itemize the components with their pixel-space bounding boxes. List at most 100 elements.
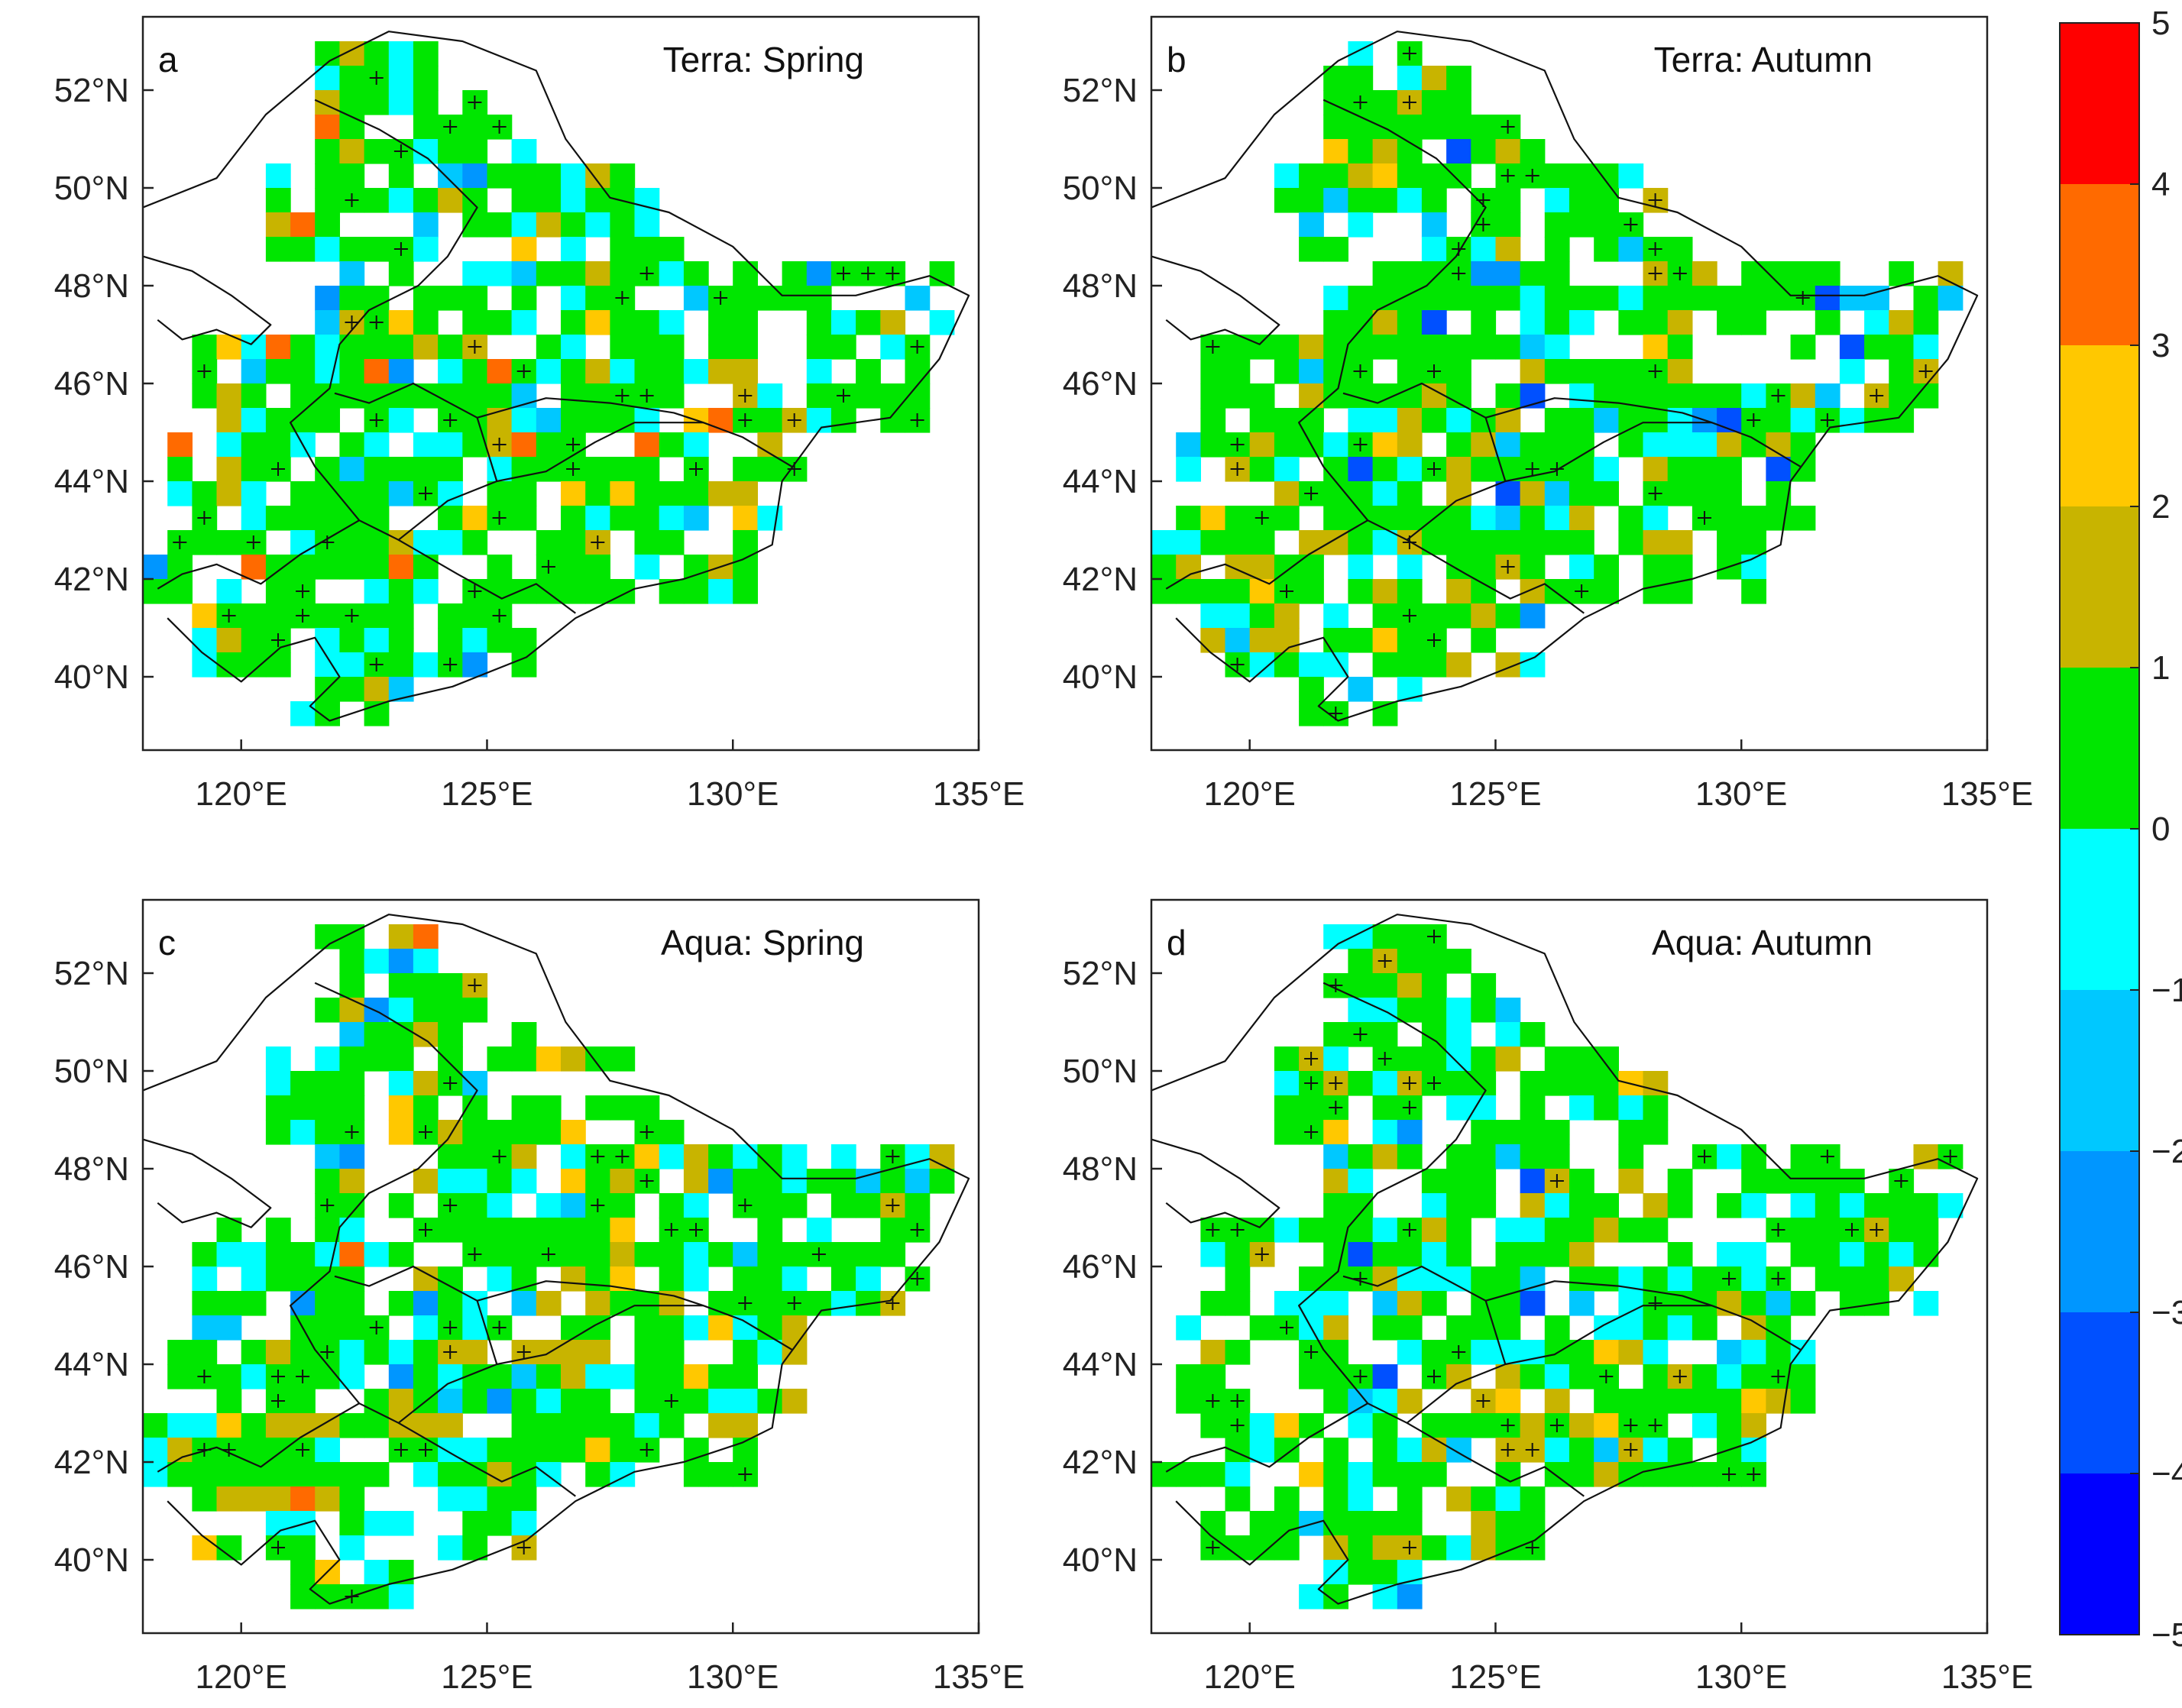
grid-cell bbox=[413, 555, 439, 580]
grid-cell bbox=[1692, 481, 1717, 506]
grid-cell bbox=[364, 1560, 390, 1585]
significance-marker bbox=[1648, 1296, 1662, 1310]
grid-cell bbox=[462, 383, 488, 409]
grid-cell bbox=[585, 212, 610, 238]
significance-marker bbox=[1771, 1223, 1785, 1237]
grid-cell bbox=[1495, 212, 1521, 238]
grid-cell bbox=[265, 1071, 291, 1096]
grid-cell bbox=[413, 188, 439, 213]
grid-cell bbox=[1323, 1511, 1348, 1536]
grid-cell bbox=[659, 1315, 685, 1341]
y-tick-label: 42°N bbox=[1063, 1444, 1138, 1481]
grid-cell bbox=[1446, 66, 1471, 91]
significance-marker bbox=[296, 609, 310, 623]
grid-cell bbox=[1274, 163, 1300, 189]
grid-cell bbox=[511, 1364, 537, 1389]
grid-cell bbox=[241, 1438, 267, 1463]
grid-cell bbox=[1446, 1046, 1471, 1072]
grid-cell bbox=[1397, 1462, 1423, 1487]
grid-cell bbox=[1594, 1046, 1619, 1072]
grid-cell bbox=[733, 1340, 758, 1365]
grid-cell bbox=[610, 310, 636, 335]
grid-cell bbox=[1421, 1438, 1447, 1463]
grid-cell bbox=[1471, 1046, 1497, 1072]
grid-cell bbox=[1766, 1291, 1792, 1316]
grid-cell bbox=[388, 163, 414, 189]
grid-cell bbox=[413, 1462, 439, 1487]
grid-cell bbox=[561, 1218, 586, 1243]
grid-cell bbox=[683, 432, 709, 458]
grid-cell bbox=[1790, 1144, 1816, 1169]
grid-cell bbox=[634, 310, 660, 335]
grid-cell bbox=[659, 1340, 685, 1365]
grid-cell bbox=[1766, 1169, 1792, 1194]
grid-cell bbox=[1200, 628, 1226, 653]
grid-cell bbox=[1421, 1535, 1447, 1561]
significance-marker bbox=[1304, 1345, 1319, 1359]
grid-cell bbox=[1348, 66, 1374, 91]
grid-cell bbox=[1151, 530, 1177, 555]
grid-cell bbox=[413, 90, 439, 115]
grid-cell bbox=[1495, 603, 1521, 629]
map-panel-b: 120°E 125°E 130°E 135°E52°N50°N48°N46°N44°N… bbox=[1063, 15, 2033, 813]
grid-cell bbox=[1421, 1242, 1447, 1267]
grid-cell bbox=[1889, 408, 1915, 433]
grid-cell bbox=[1299, 237, 1324, 262]
x-tick-label: 135°E bbox=[933, 1658, 1025, 1696]
y-tick-label: 40°N bbox=[1063, 1541, 1138, 1579]
significance-marker bbox=[173, 535, 187, 549]
grid-cell bbox=[536, 1413, 562, 1438]
grid-cell bbox=[1397, 359, 1423, 384]
grid-cell bbox=[708, 1389, 733, 1414]
grid-cell bbox=[290, 1462, 316, 1487]
grid-cell bbox=[1348, 139, 1374, 164]
grid-cell bbox=[1667, 286, 1693, 311]
grid-cell bbox=[1421, 973, 1447, 998]
grid-cell bbox=[487, 1193, 513, 1218]
significance-marker bbox=[419, 487, 432, 500]
grid-cell bbox=[1594, 1095, 1619, 1121]
grid-cell bbox=[143, 1462, 168, 1487]
grid-cell bbox=[610, 481, 636, 506]
grid-cell bbox=[438, 432, 463, 458]
colorbar-tick-label: −5 bbox=[2151, 1616, 2182, 1654]
grid-cell bbox=[192, 1242, 218, 1267]
grid-cell bbox=[1200, 408, 1226, 433]
grid-cell bbox=[757, 457, 783, 482]
grid-cell bbox=[511, 481, 537, 506]
grid-cell bbox=[1372, 1535, 1398, 1561]
grid-cell bbox=[511, 432, 537, 458]
grid-cell bbox=[438, 139, 463, 164]
grid-cell bbox=[1520, 359, 1546, 384]
significance-marker bbox=[738, 413, 753, 427]
grid-cell bbox=[388, 335, 414, 360]
grid-cell bbox=[1815, 1242, 1840, 1267]
grid-cell bbox=[1151, 555, 1177, 580]
boundary-line bbox=[143, 31, 970, 722]
grid-cell bbox=[830, 310, 856, 335]
grid-cell bbox=[487, 212, 513, 238]
grid-cell bbox=[1299, 579, 1324, 604]
boundary-line bbox=[157, 1402, 360, 1473]
grid-cell bbox=[1692, 1315, 1717, 1341]
grid-cell bbox=[634, 481, 660, 506]
significance-marker bbox=[910, 413, 924, 427]
grid-cell bbox=[659, 1364, 685, 1389]
grid-cell bbox=[315, 286, 340, 311]
grid-cell bbox=[1569, 1242, 1594, 1267]
grid-cell bbox=[610, 1095, 636, 1121]
grid-cell bbox=[561, 555, 586, 580]
grid-cell bbox=[733, 1144, 758, 1169]
grid-cell bbox=[757, 1291, 783, 1316]
grid-cell bbox=[683, 1462, 709, 1487]
grid-cell bbox=[1348, 506, 1374, 531]
significance-marker bbox=[1452, 1345, 1466, 1359]
grid-cell bbox=[585, 457, 610, 482]
grid-cell bbox=[339, 1340, 365, 1365]
grid-cell bbox=[1471, 1486, 1497, 1512]
y-tick-label: 50°N bbox=[1063, 170, 1138, 207]
grid-cell bbox=[1446, 603, 1471, 629]
grid-cell bbox=[634, 1389, 660, 1414]
grid-cell bbox=[1667, 481, 1693, 506]
grid-cell bbox=[241, 1340, 267, 1365]
